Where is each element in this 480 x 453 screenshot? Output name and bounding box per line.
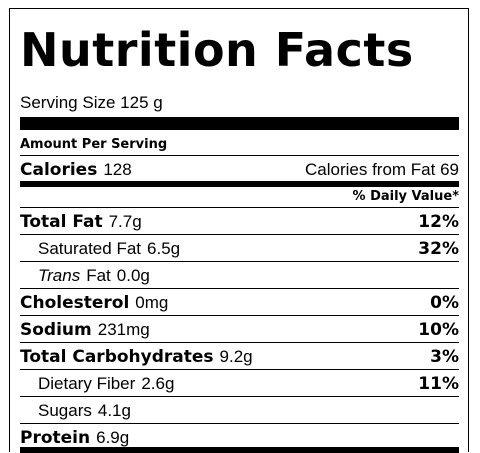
total-carbs-amount: 9.2g	[219, 347, 253, 366]
divider	[20, 423, 459, 424]
total-fat-dv: 12%	[418, 212, 459, 232]
nutrition-label: Nutrition Facts Serving Size 125 g Amoun…	[9, 8, 469, 453]
saturated-fat-amount: 6.5g	[147, 239, 181, 258]
serving-size: Serving Size 125 g	[20, 93, 163, 112]
thick-divider	[20, 117, 459, 130]
daily-value-header-row: % Daily Value*	[20, 183, 459, 207]
dietary-fiber-dv: 11%	[418, 374, 459, 394]
protein-label: Protein	[20, 428, 91, 448]
calories-row: Calories 128 Calories from Fat 69	[20, 156, 459, 180]
trans-fat-row: Trans Fat 0.0g	[20, 262, 459, 286]
calories-label: Calories	[20, 160, 98, 180]
dietary-fiber-amount: 2.6g	[141, 374, 175, 393]
sodium-dv: 10%	[418, 320, 459, 340]
dietary-fiber-label: Dietary Fiber	[38, 374, 136, 393]
divider	[20, 396, 459, 397]
label-title: Nutrition Facts	[20, 23, 414, 77]
sugars-row: Sugars 4.1g	[20, 397, 459, 421]
divider	[20, 207, 459, 208]
cholesterol-dv: 0%	[430, 293, 459, 313]
sodium-row: Sodium 231mg 10%	[20, 316, 459, 340]
calories-from-fat: Calories from Fat 69	[305, 160, 459, 179]
divider	[20, 342, 459, 343]
divider	[20, 288, 459, 289]
divider	[20, 234, 459, 235]
dietary-fiber-row: Dietary Fiber 2.6g 11%	[20, 370, 459, 394]
saturated-fat-row: Saturated Fat 6.5g 32%	[20, 235, 459, 259]
divider	[20, 261, 459, 262]
sugars-amount: 4.1g	[97, 401, 131, 420]
divider	[20, 315, 459, 316]
calories-value: 128	[103, 160, 132, 179]
trans-fat-amount: 0.0g	[116, 266, 150, 285]
sodium-amount: 231mg	[97, 320, 150, 339]
saturated-fat-dv: 32%	[418, 239, 459, 259]
daily-value-header: % Daily Value*	[352, 189, 459, 204]
cholesterol-amount: 0mg	[135, 293, 169, 312]
protein-amount: 6.9g	[96, 428, 130, 447]
total-fat-amount: 7.7g	[108, 212, 142, 231]
total-carbs-row: Total Carbohydrates 9.2g 3%	[20, 343, 459, 367]
divider	[20, 369, 459, 370]
cholesterol-row: Cholesterol 0mg 0%	[20, 289, 459, 313]
thick-divider-bottom	[20, 447, 459, 453]
amount-per-serving: Amount Per Serving	[20, 137, 168, 152]
divider	[20, 155, 459, 156]
sugars-label: Sugars	[38, 401, 92, 420]
protein-row: Protein 6.9g	[20, 424, 459, 448]
trans-fat-label: Fat	[86, 266, 111, 285]
nutrition-label-body: Nutrition Facts Serving Size 125 g Amoun…	[20, 9, 459, 453]
sodium-label: Sodium	[20, 320, 92, 340]
calories-left: Calories 128	[20, 160, 132, 180]
medium-divider	[20, 181, 459, 187]
total-fat-row: Total Fat 7.7g 12%	[20, 208, 459, 232]
total-carbs-label: Total Carbohydrates	[20, 347, 214, 367]
total-carbs-dv: 3%	[430, 347, 459, 367]
cholesterol-label: Cholesterol	[20, 293, 130, 313]
saturated-fat-label: Saturated Fat	[38, 239, 142, 258]
total-fat-label: Total Fat	[20, 212, 103, 232]
trans-fat-italic-label: Trans	[38, 266, 81, 285]
amount-per-serving-row: Amount Per Serving	[20, 131, 459, 155]
